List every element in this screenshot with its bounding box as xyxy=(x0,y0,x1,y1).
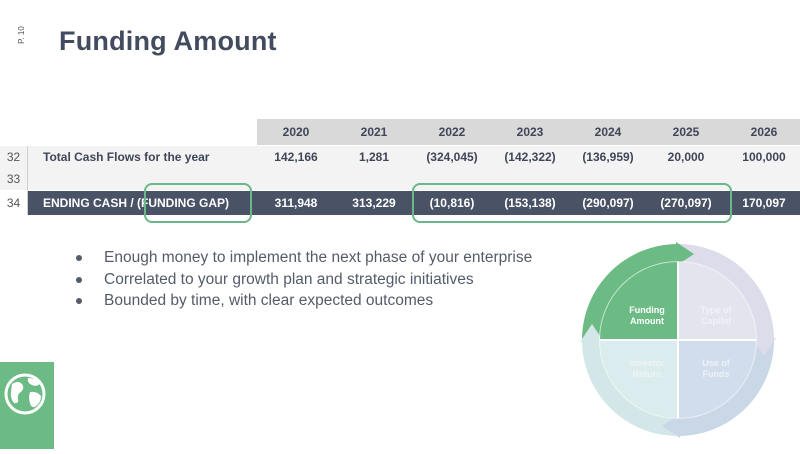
bullet-item: Correlated to your growth plan and strat… xyxy=(76,269,546,291)
page-title: Funding Amount xyxy=(59,26,277,56)
bullet-item: Bounded by time, with clear expected out… xyxy=(76,290,546,312)
year-header: 2021 xyxy=(335,119,413,145)
table-cell: 20,000 xyxy=(667,150,705,164)
row-number: 33 xyxy=(6,172,21,186)
table-cell: (270,097) xyxy=(660,196,712,210)
cycle-label-funding-amount: Funding Amount xyxy=(629,305,665,326)
row-number: 34 xyxy=(0,191,27,215)
table-cell: (153,138) xyxy=(504,196,556,210)
bullet-dot xyxy=(76,298,82,304)
table-cell: (324,045) xyxy=(426,150,478,164)
table-cell: (10,816) xyxy=(429,196,475,210)
cycle-label-use-of-funds: Use of Funds xyxy=(702,358,730,379)
year-header: 2022 xyxy=(413,119,491,145)
row-label: Total Cash Flows for the year xyxy=(43,150,210,164)
table-cell: 1,281 xyxy=(358,150,390,164)
bullet-item: Enough money to implement the next phase… xyxy=(76,247,546,269)
year-header: 2026 xyxy=(725,119,800,145)
globe-icon xyxy=(4,373,46,415)
row-number-divider xyxy=(27,146,28,215)
year-header: 2023 xyxy=(491,119,569,145)
table-row-ending-cash: 34 ENDING CASH / (FUNDING GAP) 311,948 3… xyxy=(0,191,800,215)
cycle-label-investor-return: Investor Return xyxy=(629,358,665,379)
table-cell: 100,000 xyxy=(742,150,786,164)
table-cell: (290,097) xyxy=(582,196,634,210)
table-cell: 142,166 xyxy=(274,150,318,164)
bullet-list: Enough money to implement the next phase… xyxy=(76,247,546,312)
cycle-label-type-of-capital: Type of Capital xyxy=(700,305,732,326)
funding-gap-values-highlight xyxy=(412,183,732,223)
year-header: 2025 xyxy=(647,119,725,145)
globe-logo-block xyxy=(0,362,54,449)
table-cell: (136,959) xyxy=(582,150,634,164)
funding-gap-label-highlight xyxy=(144,183,252,223)
table-cell: 313,229 xyxy=(352,196,396,210)
table-cell: (142,322) xyxy=(504,150,556,164)
row-label: ENDING CASH / (FUNDING GAP) xyxy=(43,196,229,210)
table-cell: 170,097 xyxy=(742,196,786,210)
year-header: 2024 xyxy=(569,119,647,145)
funding-cycle-diagram: Funding Amount Type of Capital Use of Funds… xyxy=(576,240,780,440)
bullet-dot xyxy=(76,255,82,261)
year-header: 2020 xyxy=(257,119,335,145)
row-number: 32 xyxy=(6,150,21,164)
table-header-row: 2020 2021 2022 2023 2024 2025 2026 xyxy=(0,119,800,145)
page-number: P. 10 xyxy=(17,26,26,44)
table-row: 32 Total Cash Flows for the year 142,166… xyxy=(0,146,800,168)
bullet-dot xyxy=(76,276,82,283)
cycle-ring xyxy=(580,242,776,438)
table-cell: 311,948 xyxy=(274,196,318,210)
